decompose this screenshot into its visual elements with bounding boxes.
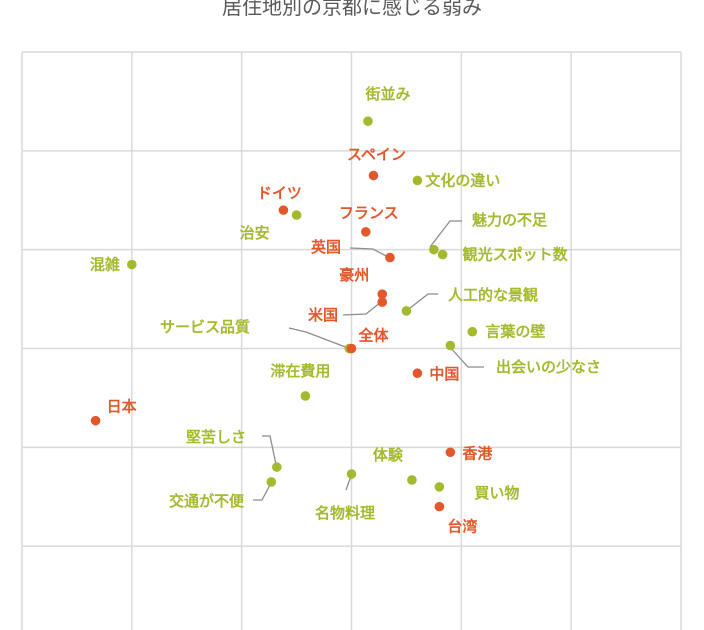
item-point [300, 391, 311, 401]
item-label: 言葉の壁 [485, 323, 545, 341]
item-point [401, 306, 412, 316]
region-label: ドイツ [257, 184, 302, 202]
item-label: 魅力の不足 [472, 211, 548, 229]
region-point [368, 170, 379, 181]
region-label: 豪州 [339, 266, 369, 284]
region-point [360, 227, 371, 237]
item-point [445, 340, 456, 351]
item-label: サービス品質 [160, 318, 250, 336]
leader-line [429, 220, 462, 248]
item-point [407, 475, 417, 485]
region-point [278, 205, 289, 215]
item-label: 出会いの少なさ [496, 358, 601, 376]
region-point [385, 252, 395, 263]
item-label: 体験 [373, 446, 404, 464]
region-point [434, 501, 445, 512]
region-label: 日本 [107, 398, 137, 416]
item-point [412, 175, 423, 186]
item-label: 文化の違い [425, 171, 500, 189]
region-point [377, 297, 388, 307]
region-label: スペイン [347, 146, 406, 164]
item-point [346, 469, 357, 479]
region-label: フランス [339, 204, 399, 222]
region-point [412, 368, 423, 379]
region-label: 香港 [462, 444, 493, 462]
chart-title: 居住地別の京都に感じる弱み [222, 0, 482, 19]
region-label: 全体 [357, 327, 389, 345]
leader-line [404, 293, 438, 313]
item-label: 滞在費用 [270, 362, 330, 380]
item-point [291, 210, 302, 220]
region-point [346, 343, 357, 354]
leader-lines [253, 220, 484, 501]
region-point [90, 415, 101, 426]
data-points [90, 116, 478, 512]
region-label: 米国 [308, 306, 338, 324]
item-label: 観光スポット数 [463, 246, 569, 264]
item-point [434, 482, 445, 492]
leader-line [342, 301, 382, 316]
item-point [437, 249, 448, 260]
region-point [445, 447, 456, 458]
item-label: 混雑 [90, 255, 120, 273]
region-point [377, 289, 388, 299]
leader-line [288, 327, 349, 349]
item-point [266, 477, 277, 487]
region-label: 中国 [429, 365, 459, 383]
item-label: 人工的な景観 [448, 286, 538, 304]
item-point [363, 116, 373, 126]
region-label: 台湾 [447, 518, 477, 536]
item-label: 名物料理 [315, 504, 375, 522]
item-label: 堅苦しさ [186, 428, 246, 446]
item-label: 買い物 [474, 484, 519, 502]
item-point [272, 462, 282, 472]
item-label: 交通が不便 [169, 492, 245, 510]
chart-grid [21, 51, 682, 630]
item-label: 治安 [240, 224, 270, 242]
item-label: 街並み [364, 85, 410, 103]
leader-line [447, 344, 484, 368]
leader-line [349, 247, 389, 258]
item-point [467, 326, 478, 337]
leader-line [253, 482, 272, 501]
item-point [127, 259, 137, 270]
leader-line [262, 435, 278, 470]
item-point [429, 244, 439, 255]
region-label: 英国 [311, 238, 341, 256]
